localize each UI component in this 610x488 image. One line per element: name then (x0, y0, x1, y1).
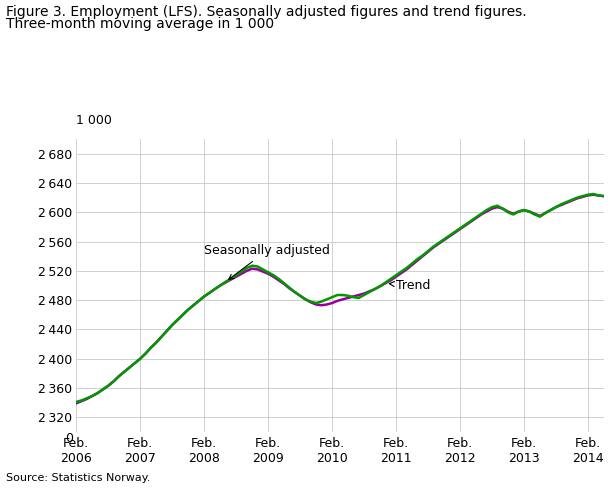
Text: Source: Statistics Norway.: Source: Statistics Norway. (6, 473, 151, 483)
Text: Trend: Trend (389, 279, 431, 292)
Text: Seasonally adjusted: Seasonally adjusted (204, 244, 330, 280)
Text: 1 000: 1 000 (76, 114, 112, 127)
Text: Three-month moving average in 1 000: Three-month moving average in 1 000 (6, 17, 274, 31)
Text: 0: 0 (66, 432, 74, 445)
Text: Figure 3. Employment (LFS). Seasonally adjusted figures and trend figures.: Figure 3. Employment (LFS). Seasonally a… (6, 5, 526, 19)
